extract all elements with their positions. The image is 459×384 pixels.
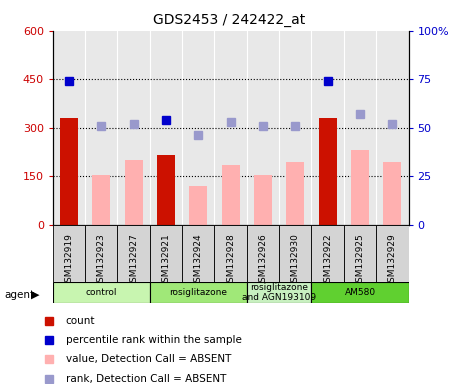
Bar: [214, 225, 247, 282]
Text: GSM132925: GSM132925: [356, 233, 364, 288]
Bar: [383, 162, 401, 225]
Bar: [319, 118, 336, 225]
Bar: [254, 175, 272, 225]
Bar: [312, 225, 344, 282]
Bar: [247, 282, 312, 303]
Bar: [222, 165, 240, 225]
Text: GSM132929: GSM132929: [388, 233, 397, 288]
Text: GSM132927: GSM132927: [129, 233, 138, 288]
Text: GSM132921: GSM132921: [162, 233, 170, 288]
Bar: [351, 150, 369, 225]
Text: GSM132922: GSM132922: [323, 233, 332, 288]
Text: ▶: ▶: [31, 290, 40, 300]
Text: rosiglitazone: rosiglitazone: [169, 288, 227, 297]
Text: GSM132926: GSM132926: [258, 233, 268, 288]
Bar: [118, 225, 150, 282]
Text: AM580: AM580: [344, 288, 375, 297]
Bar: [125, 160, 143, 225]
Text: GSM132919: GSM132919: [64, 233, 73, 288]
Text: GSM132923: GSM132923: [97, 233, 106, 288]
Bar: [344, 225, 376, 282]
Text: value, Detection Call = ABSENT: value, Detection Call = ABSENT: [66, 354, 231, 364]
Bar: [247, 225, 279, 282]
Bar: [60, 118, 78, 225]
Text: rosiglitazone
and AGN193109: rosiglitazone and AGN193109: [242, 283, 316, 303]
Text: GSM132930: GSM132930: [291, 233, 300, 288]
Bar: [157, 155, 175, 225]
Text: GDS2453 / 242422_at: GDS2453 / 242422_at: [153, 13, 306, 27]
Text: percentile rank within the sample: percentile rank within the sample: [66, 335, 241, 345]
Bar: [150, 282, 247, 303]
Bar: [182, 225, 214, 282]
Bar: [286, 162, 304, 225]
Bar: [53, 282, 150, 303]
Text: rank, Detection Call = ABSENT: rank, Detection Call = ABSENT: [66, 374, 226, 384]
Text: agent: agent: [5, 290, 35, 300]
Bar: [85, 225, 118, 282]
Text: count: count: [66, 316, 95, 326]
Bar: [53, 225, 85, 282]
Bar: [376, 225, 409, 282]
Bar: [190, 186, 207, 225]
Bar: [312, 282, 409, 303]
Bar: [92, 175, 110, 225]
Text: control: control: [85, 288, 117, 297]
Bar: [279, 225, 312, 282]
Text: GSM132924: GSM132924: [194, 233, 203, 288]
Text: GSM132928: GSM132928: [226, 233, 235, 288]
Bar: [150, 225, 182, 282]
